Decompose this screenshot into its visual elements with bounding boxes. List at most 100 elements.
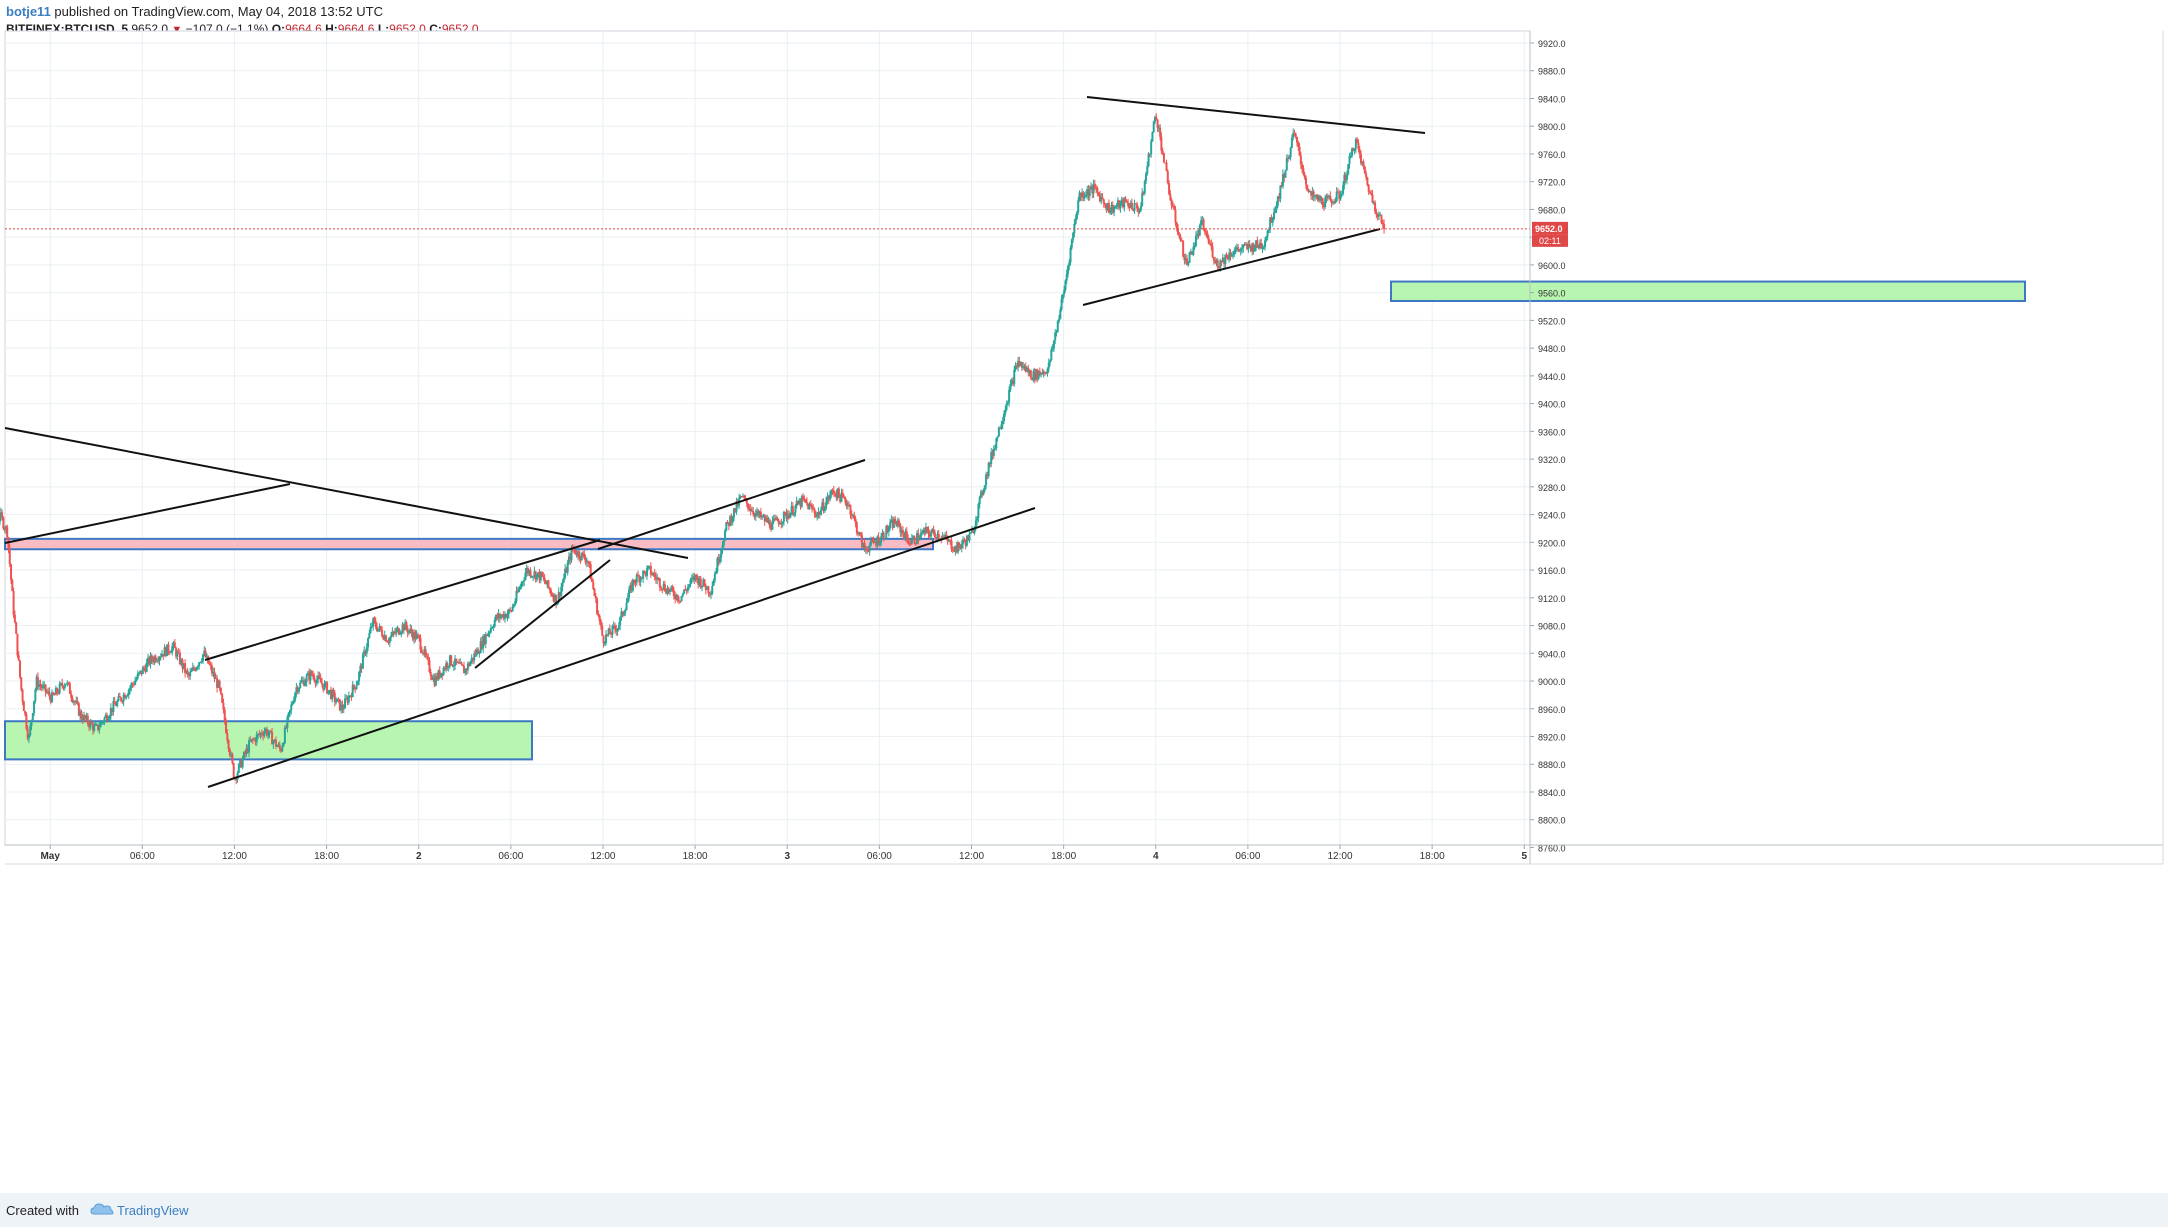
candle-body xyxy=(1078,192,1081,201)
candle-body xyxy=(1296,136,1299,143)
candle-body xyxy=(1246,244,1249,250)
candle-body xyxy=(250,738,253,742)
candle-body xyxy=(875,541,878,546)
time-tick-label: 18:00 xyxy=(683,851,708,862)
candle-body xyxy=(1325,196,1328,199)
candle-body xyxy=(578,551,581,558)
candle-body xyxy=(648,565,651,567)
candle-body xyxy=(862,542,865,548)
candle-body xyxy=(296,687,299,692)
candle-body xyxy=(1168,183,1171,195)
candle-body xyxy=(730,516,733,523)
candle-body xyxy=(65,684,68,686)
candle-body xyxy=(601,625,604,636)
candle-body xyxy=(516,590,519,592)
candle-body xyxy=(191,667,194,671)
candle-body xyxy=(271,731,274,745)
candle-body xyxy=(919,533,922,539)
trendline xyxy=(1082,228,1381,306)
candle-body xyxy=(56,688,59,693)
candle-body xyxy=(827,496,830,500)
candle-body xyxy=(1063,289,1066,295)
candle-body xyxy=(637,574,640,577)
tradingview-brand[interactable]: TradingView xyxy=(117,1203,189,1218)
candle-body xyxy=(606,634,609,636)
candle-body xyxy=(589,564,592,580)
trendline xyxy=(597,459,866,550)
candle-body xyxy=(752,510,755,514)
candle-body xyxy=(122,694,125,702)
candle-body xyxy=(575,553,578,556)
candle-body xyxy=(779,523,782,525)
candle-body xyxy=(593,588,596,597)
last-price-tag xyxy=(1532,221,1568,235)
candle-body xyxy=(1315,194,1318,196)
candle-body xyxy=(804,499,807,503)
candle-body xyxy=(1228,252,1231,260)
candle-body xyxy=(342,708,345,710)
candle-body xyxy=(235,778,238,780)
candle-body xyxy=(95,724,98,726)
candle-body xyxy=(859,532,862,535)
candle-body xyxy=(505,614,508,618)
candle-body xyxy=(907,537,910,544)
candle-body xyxy=(1349,155,1352,157)
tradingview-cloud-icon[interactable] xyxy=(90,1201,114,1217)
candle-body xyxy=(1217,267,1220,269)
candle-body xyxy=(310,671,313,676)
candle-body xyxy=(712,580,715,586)
candle-body xyxy=(1098,194,1101,202)
candle-body xyxy=(1334,201,1337,203)
candle-body xyxy=(958,542,961,547)
candle-body xyxy=(763,515,766,522)
candle-body xyxy=(688,584,691,587)
candle-body xyxy=(103,717,106,723)
candle-body xyxy=(39,684,42,687)
trendline xyxy=(204,539,601,661)
candle-body xyxy=(367,638,370,648)
candle-body xyxy=(1043,371,1046,374)
candle-body xyxy=(433,677,436,686)
candle-body xyxy=(1243,244,1246,246)
candle-body xyxy=(181,659,184,669)
candle-body xyxy=(996,436,999,439)
candle-body xyxy=(633,579,636,583)
candle-body xyxy=(1151,131,1154,142)
candle-body xyxy=(1283,174,1286,178)
candle-body xyxy=(1210,243,1213,247)
candle-body xyxy=(399,633,402,635)
candle-body xyxy=(493,619,496,627)
candle-body xyxy=(1046,368,1049,374)
candle-body xyxy=(1269,217,1272,230)
candle-body xyxy=(944,535,947,537)
candle-body xyxy=(670,586,673,590)
author-name[interactable]: botje11 xyxy=(6,4,51,19)
candle-body xyxy=(218,680,221,688)
candle-body xyxy=(155,660,158,662)
candle-body xyxy=(1307,190,1310,192)
candle-body xyxy=(1192,247,1195,255)
candle-body xyxy=(992,448,995,457)
candle-body xyxy=(12,591,15,615)
candle-body xyxy=(917,533,920,541)
candle-body xyxy=(871,539,874,541)
candle-body xyxy=(1280,185,1283,187)
candle-body xyxy=(905,531,908,538)
candle-body xyxy=(336,698,339,702)
candle-body xyxy=(176,652,179,657)
candle-body xyxy=(169,652,172,654)
candle-body xyxy=(748,508,751,510)
candle-body xyxy=(228,749,231,756)
candle-body xyxy=(322,684,325,690)
candle-body xyxy=(379,626,382,631)
candle-body xyxy=(968,533,971,541)
candle-body xyxy=(565,568,568,573)
candle-body xyxy=(429,671,432,677)
price-chart[interactable]: 9920.0 9880.0 9840.0 9800.0 9760.0 9720.0 9680… xyxy=(0,0,2168,1193)
candle-body xyxy=(969,532,972,534)
candle-body xyxy=(475,649,478,656)
candle-body xyxy=(1070,239,1073,248)
candle-body xyxy=(138,672,141,674)
candle-body xyxy=(33,700,36,714)
candle-body xyxy=(1114,206,1117,208)
